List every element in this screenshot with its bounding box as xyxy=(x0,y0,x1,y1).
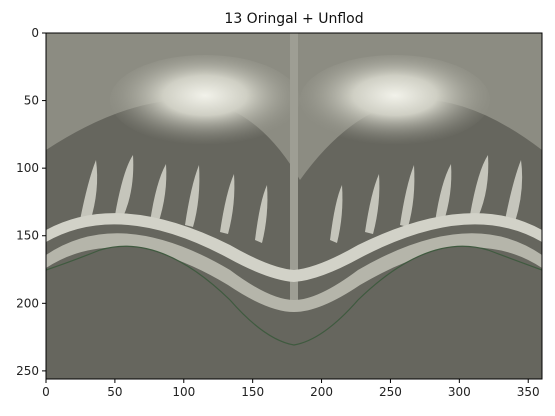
x-tick-label: 300 xyxy=(448,385,471,399)
x-tick-label: 200 xyxy=(310,385,333,399)
y-tick-label: 200 xyxy=(16,296,39,310)
x-tick-label: 100 xyxy=(172,385,195,399)
x-tick-label: 250 xyxy=(379,385,402,399)
left-arch-highlight xyxy=(110,55,300,145)
x-axis: 0 50 100 150 200 250 300 350 xyxy=(42,379,540,399)
x-tick-label: 150 xyxy=(241,385,264,399)
masked-region xyxy=(46,246,542,379)
mask-edge xyxy=(46,245,542,346)
y-tick-label: 0 xyxy=(31,26,39,40)
plot-frame xyxy=(45,32,543,380)
central-seam xyxy=(290,33,298,303)
y-tick-label: 250 xyxy=(16,364,39,378)
heatmap-image xyxy=(46,33,542,379)
y-axis: 0 50 100 150 200 250 xyxy=(16,26,46,378)
lower-band-outer xyxy=(46,233,542,312)
lower-band-inner xyxy=(46,213,542,282)
x-tick-label: 350 xyxy=(517,385,540,399)
streak-row xyxy=(80,155,523,243)
y-tick-label: 150 xyxy=(16,229,39,243)
chart-title: 13 Oringal + Unflod xyxy=(224,11,363,27)
y-tick-label: 100 xyxy=(16,161,39,175)
right-arch-highlight xyxy=(300,55,490,145)
x-tick-label: 0 xyxy=(42,385,50,399)
y-tick-label: 50 xyxy=(24,94,39,108)
x-tick-label: 50 xyxy=(107,385,122,399)
